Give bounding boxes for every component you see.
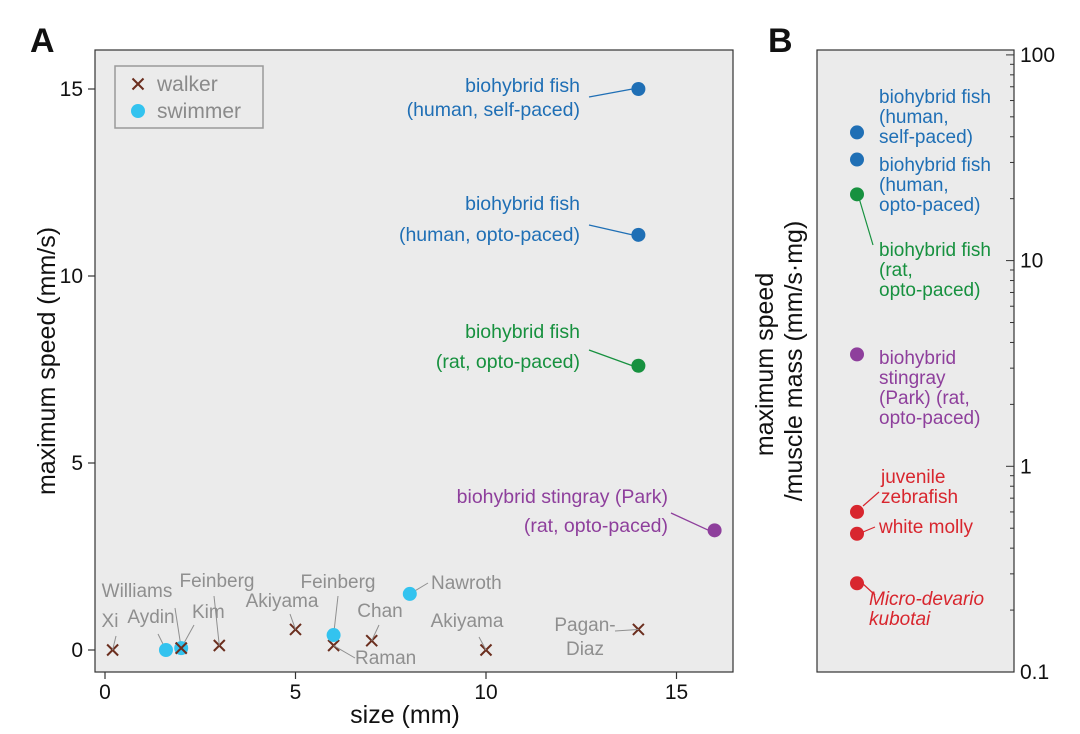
- panel-a-letter: A: [30, 22, 55, 60]
- panel-b-point: [850, 526, 864, 541]
- panel-b-point-label: biohybrid fish (rat, opto-paced): [879, 240, 991, 301]
- panel-a-plot-area: [94, 49, 734, 673]
- panel-a-x-tick-label: 10: [474, 681, 497, 704]
- panel-a-x-tick-label: 0: [99, 681, 111, 704]
- leader-line: [588, 224, 633, 236]
- swimmer-point: [402, 586, 417, 601]
- panel-b-point: [850, 347, 864, 362]
- panel-b-point-label: white molly: [878, 517, 973, 538]
- walker-point-label: Chan: [357, 601, 402, 622]
- walker-point-label: Akiyama: [246, 591, 319, 612]
- legend-walker-x-icon: [131, 77, 145, 91]
- walker-point-label: Feinberg: [180, 571, 255, 592]
- leader-line: [478, 636, 487, 651]
- swimmer-point: [326, 628, 341, 643]
- legend-walker-marker: [131, 77, 145, 91]
- biohybrid-point: [707, 523, 722, 538]
- panel-b-y-tick-label: 10: [1020, 250, 1043, 273]
- panel-a-x-tick-label: 15: [665, 681, 688, 704]
- legend-swimmer-label: swimmer: [157, 100, 241, 123]
- legend-swimmer-marker: [131, 104, 145, 118]
- panel-b-point-label: biohybrid fish (human, self-paced): [879, 87, 991, 148]
- panel-a-data-marks: biohybrid fish (human, self-paced) biohybr…: [102, 75, 722, 669]
- legend-walker-label: walker: [156, 73, 218, 96]
- biohybrid-point: [631, 358, 646, 373]
- swimmer-point-label: Aydin: [127, 607, 174, 628]
- panel-a-y-tick-label: 10: [60, 265, 83, 288]
- panel-b-letter: B: [768, 22, 793, 60]
- panel-b-y-tick-label: 100: [1020, 44, 1055, 67]
- panel-a-x-axis-label: size (mm): [350, 701, 460, 729]
- leader-line: [371, 624, 380, 641]
- leader-line: [862, 491, 880, 507]
- leader-line: [289, 613, 296, 630]
- swimmer-point-label: Feinberg: [301, 572, 376, 593]
- panel-b-point-label: Micro-devario kubotai: [869, 589, 984, 630]
- biohybrid-point-label: biohybrid fish (human, opto-paced): [399, 193, 580, 246]
- walker-point-label: Akiyama: [431, 611, 504, 632]
- panel-b-point: [850, 504, 864, 519]
- panel-b-y-axis-label: maximum speed /muscle mass (mm/s·mg): [751, 221, 808, 502]
- panel-b-point-label: juvenile zebrafish: [880, 467, 958, 508]
- swimmer-point: [158, 643, 173, 657]
- swimmer-point-label: Williams: [102, 581, 173, 602]
- biohybrid-point-label: biohybrid stingray (Park) (rat, opto-pace…: [457, 486, 668, 537]
- leader-line: [588, 88, 633, 98]
- biohybrid-point: [631, 82, 646, 96]
- walker-point-label: Raman: [355, 648, 416, 669]
- leader-line: [213, 595, 220, 646]
- panel-b-plot-area: [816, 49, 1015, 673]
- panel-b-point-label: biohybrid stingray (Park) (rat, opto-paced): [879, 348, 980, 429]
- panel-b-point: [850, 187, 864, 202]
- panel-a-y-tick-label: 0: [71, 639, 83, 662]
- leader-line: [112, 635, 117, 651]
- panel-b-ticks: 0.1 1 10 100: [1006, 44, 1055, 684]
- biohybrid-point-label: biohybrid fish (rat, opto-paced): [436, 321, 580, 373]
- leader-line: [670, 512, 709, 531]
- panel-b-point: [850, 576, 864, 591]
- panel-b-point: [850, 152, 864, 167]
- leader-line: [861, 582, 876, 596]
- panel-a-y-axis-label: maximum speed (mm/s): [33, 227, 61, 495]
- panel-a-y-tick-label: 5: [71, 452, 83, 475]
- legend-box: [114, 65, 264, 129]
- panel-a-y-tick-label: 15: [60, 78, 83, 101]
- leader-line: [614, 628, 639, 632]
- walker-point-label: Pagan-Diaz: [554, 615, 615, 660]
- panel-b-point-label: biohybrid fish (human, opto-paced): [879, 155, 991, 216]
- legend: walker swimmer: [114, 65, 264, 129]
- panel-b-data-marks: biohybrid fish (human, self-paced) biohybri…: [850, 87, 991, 630]
- leader-line: [858, 197, 874, 246]
- leader-line: [588, 349, 633, 367]
- panel-b-y-tick-label: 0.1: [1020, 661, 1049, 684]
- panel-b-point: [850, 125, 864, 140]
- walker-point-label: Kim: [192, 602, 225, 623]
- panel-a-ticks: 0 5 10 15 0 5 10 15: [60, 78, 689, 704]
- panel-b-y-tick-label: 1: [1020, 455, 1032, 478]
- biohybrid-point-label: biohybrid fish (human, self-paced): [407, 75, 580, 121]
- swimmer-point-label: Nawroth: [431, 573, 502, 594]
- leader-line: [333, 645, 356, 659]
- walker-point: [174, 641, 188, 655]
- leader-line: [862, 526, 876, 533]
- walker-point-label: Xi: [102, 611, 119, 632]
- biohybrid-point: [631, 227, 646, 242]
- panel-a-x-tick-label: 5: [290, 681, 302, 704]
